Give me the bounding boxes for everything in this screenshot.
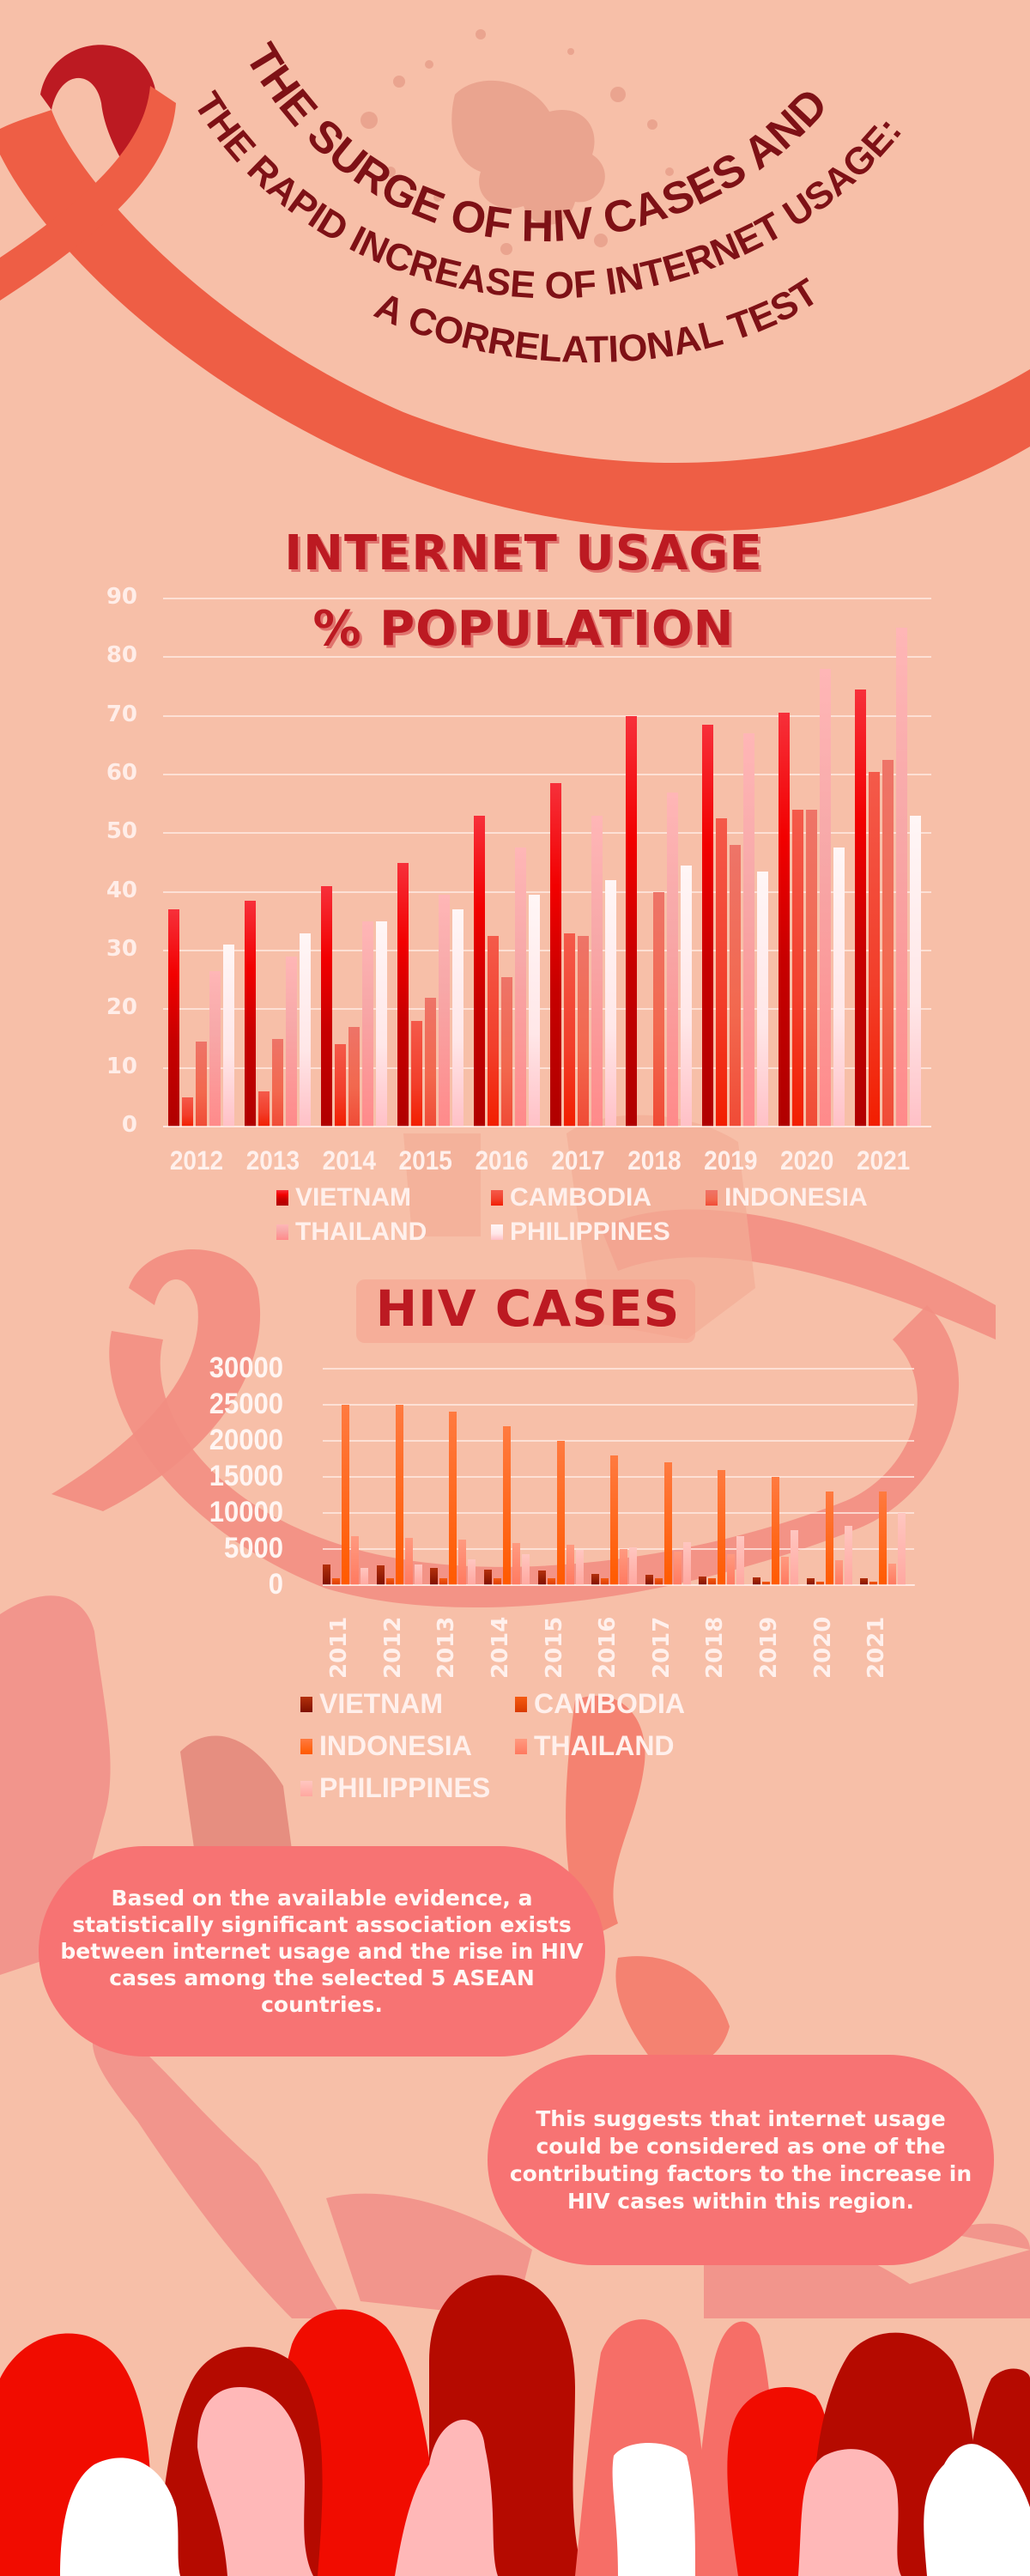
legend-item-vietnam: VIETNAM (276, 1183, 491, 1212)
legend-item-cambodia: CAMBODIA (515, 1688, 730, 1720)
legend-label: PHILIPPINES (510, 1218, 670, 1246)
title-block: THE SURGE OF HIV CASES AND THE RAPID INC… (0, 0, 1030, 447)
internet-chart-heading-2: % POPULATION (312, 601, 735, 657)
legend-label: INDONESIA (724, 1183, 868, 1212)
awareness-ribbon (0, 45, 1030, 532)
legend-swatch (300, 1696, 312, 1712)
legend-swatch (300, 1738, 312, 1754)
conclusion-right-line-3: contributing factors to the increase in (509, 2160, 972, 2186)
internet-chart-heading-1: INTERNET USAGE (284, 526, 763, 581)
legend-swatch (491, 1224, 503, 1240)
internet-chart-legend: VIETNAM CAMBODIA INDONESIA THAILAND PHILIPPI… (276, 1183, 929, 1247)
legend-item-thailand: THAILAND (515, 1730, 730, 1762)
legend-swatch (276, 1190, 288, 1206)
conclusion-right-line-2: could be considered as one of the (536, 2133, 946, 2159)
conclusion-left-line-5: countries. (261, 1992, 383, 2017)
paint-splatter (360, 29, 674, 255)
legend-swatch (515, 1696, 527, 1712)
conclusion-bubble-left: Based on the available evidence, a stati… (39, 1846, 605, 2057)
hiv-chart-legend: VIETNAM CAMBODIA INDONESIA THAILAND PHILIPPI… (300, 1688, 747, 1804)
person-silhouette (798, 2449, 901, 2576)
legend-swatch (491, 1190, 503, 1206)
legend-label: THAILAND (295, 1218, 427, 1246)
legend-label: VIETNAM (319, 1688, 443, 1719)
person-silhouette (612, 2443, 695, 2576)
person-silhouette (197, 2387, 313, 2576)
conclusion-right-line-4: HIV cases within this region. (567, 2188, 914, 2214)
legend-label: THAILAND (534, 1730, 675, 1761)
conclusion-right-line-1: This suggests that internet usage (536, 2105, 946, 2131)
legend-item-indonesia: INDONESIA (300, 1730, 515, 1762)
legend-item-philippines: PHILIPPINES (300, 1772, 515, 1804)
legend-item-thailand: THAILAND (276, 1218, 491, 1247)
legend-item-philippines: PHILIPPINES (491, 1218, 706, 1247)
legend-label: CAMBODIA (510, 1183, 651, 1212)
person-silhouette (395, 2419, 498, 2576)
legend-swatch (706, 1190, 718, 1206)
hiv-heading-box (356, 1279, 695, 1343)
person-silhouette (60, 2458, 180, 2576)
legend-label: VIETNAM (295, 1183, 411, 1212)
conclusion-left-line-1: Based on the available evidence, a (111, 1886, 533, 1911)
conclusion-bubble-right: This suggests that internet usage could … (488, 2055, 994, 2265)
hiv-chart-heading: HIV CASES (375, 1279, 681, 1338)
conclusion-left-line-4: cases among the selected 5 ASEAN (109, 1965, 535, 1990)
legend-item-vietnam: VIETNAM (300, 1688, 515, 1720)
legend-label: PHILIPPINES (319, 1772, 491, 1803)
conclusion-left-line-2: statistically significant association ex… (72, 1912, 572, 1937)
legend-item-indonesia: INDONESIA (706, 1183, 920, 1212)
legend-swatch (515, 1738, 527, 1754)
legend-item-cambodia: CAMBODIA (491, 1183, 706, 1212)
legend-label: INDONESIA (319, 1730, 472, 1761)
person-silhouette (924, 2444, 1030, 2576)
legend-label: CAMBODIA (534, 1688, 685, 1719)
legend-swatch (300, 1780, 312, 1796)
legend-swatch (276, 1224, 288, 1240)
conclusion-left-line-3: between internet usage and the rise in H… (60, 1939, 584, 1964)
